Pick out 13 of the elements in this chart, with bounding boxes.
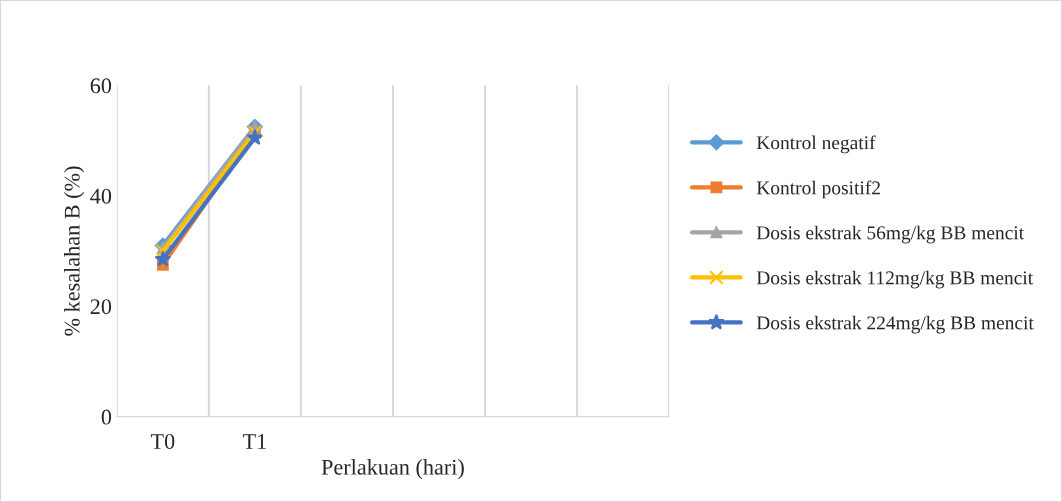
x-axis-title: Perlakuan (hari) (321, 459, 464, 480)
y-tick-label: 40 (90, 188, 112, 204)
x-tick-label: T1 (242, 434, 266, 449)
legend-label: Kontrol positif2 (756, 180, 880, 199)
y-tick-label: 0 (101, 409, 112, 425)
x-tick-label: T0 (150, 433, 175, 449)
legend-label: Dosis ekstrak 112mg/kg BB mencit (756, 270, 1034, 289)
y-axis-title: % kesalahan B (%) (64, 166, 85, 336)
y-tick-label: 20 (90, 299, 112, 315)
legend-label: Kontrol negatif (756, 135, 876, 154)
legend-label: Dosis ekstrak 56mg/kg BB mencit (756, 225, 1025, 244)
legend-label: Dosis ekstrak 224mg/kg BB mencit (756, 315, 1034, 334)
y-tick-label: 60 (90, 78, 112, 94)
